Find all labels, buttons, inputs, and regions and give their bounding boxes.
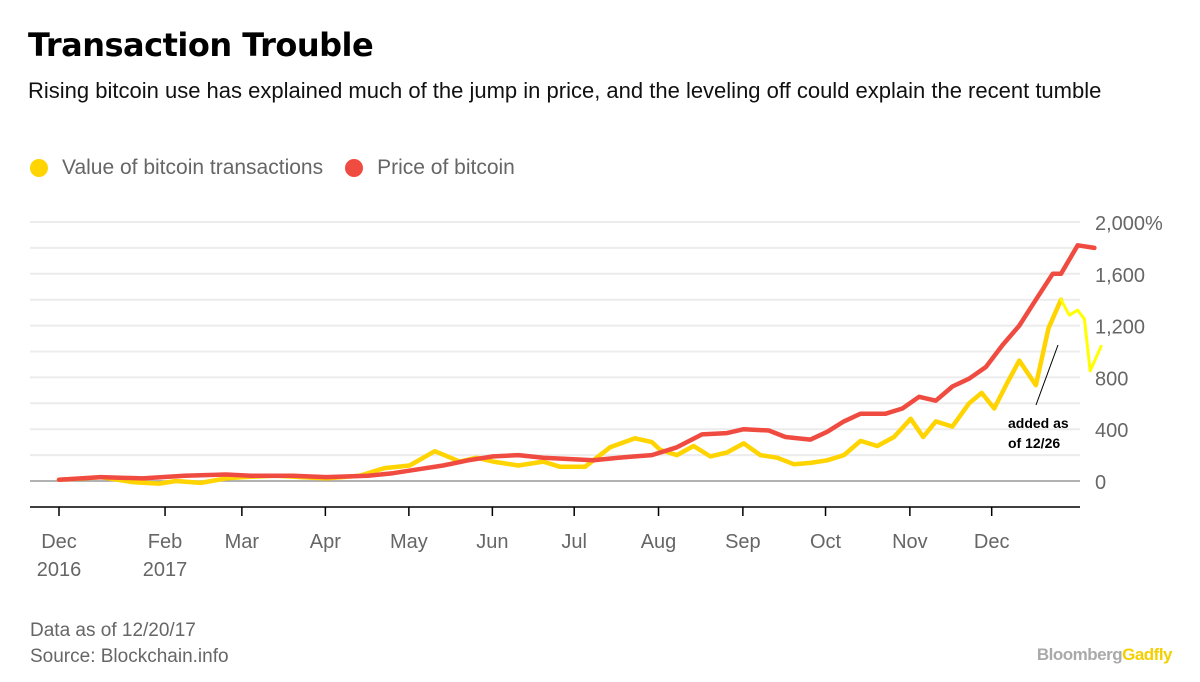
series-line-price bbox=[56, 243, 1097, 482]
annotation: added as of 12/26 bbox=[1008, 344, 1069, 451]
y-tick-label: 1,600 bbox=[1095, 265, 1145, 287]
y-tick-label: 1,200 bbox=[1095, 317, 1145, 339]
x-tick-sublabel: 2017 bbox=[143, 559, 188, 581]
legend: Value of bitcoin transactions Price of b… bbox=[30, 156, 537, 180]
chart-subtitle: Rising bitcoin use has explained much of… bbox=[28, 78, 1102, 103]
x-tick-label: Sep bbox=[725, 531, 761, 553]
source-note: Source: Blockchain.info bbox=[30, 646, 229, 667]
legend-swatch-transactions bbox=[30, 159, 48, 177]
brand-bloomberg: Bloomberg bbox=[1036, 645, 1123, 664]
x-tick-label: Nov bbox=[892, 531, 928, 553]
brand-gadfly: Gadfly bbox=[1122, 645, 1172, 664]
y-tick-label: 400 bbox=[1095, 420, 1128, 442]
series-lines bbox=[56, 243, 1103, 486]
axes: 0 400 800 1,200 1,600 2,000% Dec 2016 Feb 2017 Mar… bbox=[30, 213, 1163, 581]
series-line-transactions-added bbox=[1059, 298, 1103, 373]
x-tick-sublabel: 2016 bbox=[37, 559, 82, 581]
x-tick-label: Dec bbox=[974, 531, 1010, 553]
x-tick-label: Oct bbox=[810, 531, 842, 553]
x-tick-label: Mar bbox=[225, 531, 260, 553]
chart-title: Transaction Trouble bbox=[28, 26, 374, 64]
annotation-text-line2: of 12/26 bbox=[1008, 435, 1060, 451]
gridlines bbox=[30, 221, 1080, 482]
x-tick-label: Apr bbox=[310, 531, 341, 553]
legend-swatch-price bbox=[345, 159, 364, 177]
x-tick-label: May bbox=[390, 531, 428, 553]
y-tick-label: 800 bbox=[1095, 368, 1128, 390]
footer: Data as of 12/20/17 Source: Blockchain.i… bbox=[30, 618, 229, 670]
legend-item-transactions: Value of bitcoin transactions bbox=[30, 156, 323, 180]
data-note: Data as of 12/20/17 bbox=[30, 620, 196, 641]
legend-label-transactions: Value of bitcoin transactions bbox=[62, 156, 324, 179]
brand-logo: BloombergGadfly bbox=[1036, 645, 1173, 665]
annotation-leader-line bbox=[1035, 344, 1059, 406]
x-tick-label: Jun bbox=[476, 531, 508, 553]
x-tick-label: Aug bbox=[641, 531, 677, 553]
x-tick-label: Dec bbox=[41, 531, 77, 553]
y-tick-label: 2,000% bbox=[1095, 213, 1163, 235]
x-tick-label: Feb bbox=[148, 531, 182, 553]
annotation-text-line1: added as bbox=[1008, 415, 1069, 431]
legend-label-price: Price of bitcoin bbox=[377, 156, 515, 179]
legend-item-price: Price of bitcoin bbox=[345, 156, 515, 180]
x-tick-label: Jul bbox=[561, 531, 587, 553]
y-tick-label: 0 bbox=[1095, 472, 1106, 494]
